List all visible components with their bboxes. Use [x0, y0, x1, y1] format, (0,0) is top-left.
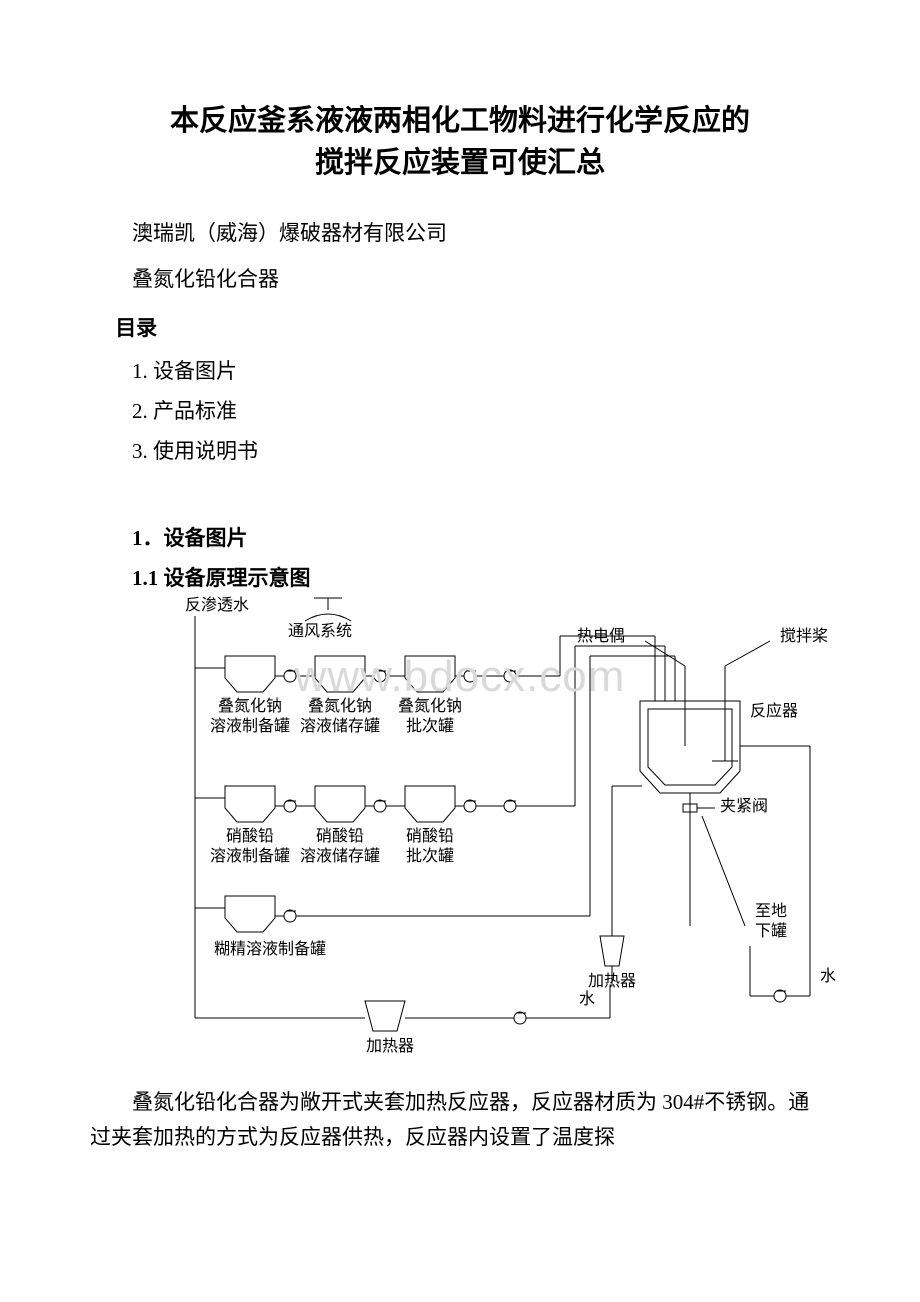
company-name: 澳瑞凯（威海）爆破器材有限公司: [90, 214, 830, 254]
section-1-heading: 1．设备图片: [90, 522, 830, 552]
label-r1c1-a: 叠氮化钠: [218, 697, 282, 715]
label-ro-water: 反渗透水: [185, 596, 249, 614]
document-page: 本反应釜系液液两相化工物料进行化学反应的 搅拌反应装置可使汇总 澳瑞凯（威海）爆…: [0, 0, 920, 1216]
label-vent: 通风系统: [288, 622, 352, 640]
label-water-2: 水: [820, 967, 836, 985]
toc-item-2: 2. 产品标准: [90, 392, 830, 432]
label-ug2: 下罐: [755, 922, 787, 940]
title-line-2: 搅拌反应装置可使汇总: [315, 147, 605, 179]
label-r2c1-b: 溶液制备罐: [210, 847, 290, 865]
page-title: 本反应釜系液液两相化工物料进行化学反应的 搅拌反应装置可使汇总: [90, 100, 830, 184]
label-r2c3-a: 硝酸铅: [406, 827, 454, 845]
label-r1c2-b: 溶液储存罐: [300, 717, 380, 735]
label-reactor: 反应器: [750, 701, 798, 720]
label-r2c1-a: 硝酸铅: [226, 827, 274, 845]
label-r1c2-a: 叠氮化钠: [308, 697, 372, 715]
label-r3: 糊精溶液制备罐: [214, 940, 326, 958]
label-r1c3-a: 叠氮化钠: [398, 697, 462, 715]
toc-heading: 目录: [90, 312, 830, 342]
footer-paragraph: 叠氮化铅化合器为敞开式夹套加热反应器，反应器材质为 304#不锈钢。通过夹套加热…: [90, 1085, 830, 1156]
label-tc: 热电偶: [577, 627, 625, 645]
title-line-1: 本反应釜系液液两相化工物料进行化学反应的: [170, 105, 750, 137]
label-heater-bottom: 加热器: [366, 1037, 414, 1055]
label-r2c3-b: 批次罐: [406, 847, 454, 865]
label-r1c1-b: 溶液制备罐: [210, 717, 290, 735]
label-water-1: 水: [579, 990, 595, 1008]
label-r2c2-a: 硝酸铅: [316, 827, 364, 845]
label-r1c3-b: 批次罐: [406, 717, 454, 735]
toc-item-1: 1. 设备图片: [90, 352, 830, 392]
label-stirrer: 搅拌桨: [780, 627, 828, 645]
toc-item-3: 3. 使用说明书: [90, 432, 830, 472]
label-ug1: 至地: [755, 902, 787, 920]
label-heater-small: 加热器: [588, 972, 636, 990]
label-clamp: 夹紧阀: [720, 797, 768, 815]
device-name: 叠氮化铅化合器: [90, 260, 830, 300]
label-r2c2-b: 溶液储存罐: [300, 847, 380, 865]
schematic-diagram: 反渗透水 通风系统 叠氮化钠 溶液制备罐 叠氮化钠 溶液储存罐 叠氮化钠 批次罐…: [90, 586, 830, 1071]
